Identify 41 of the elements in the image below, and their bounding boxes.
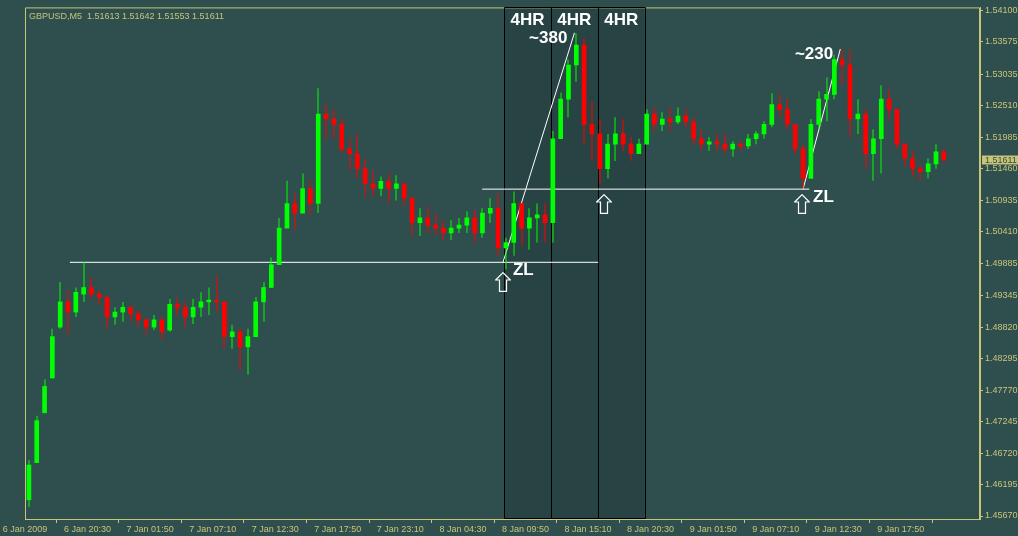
x-tick-label: 9 Jan 07:10 (752, 523, 800, 534)
y-tick-label: 1.53575 (985, 36, 1018, 47)
y-tick-label: 1.51460 (985, 163, 1018, 174)
annotation: ~380 (529, 27, 568, 47)
x-tick-label: 8 Jan 09:50 (501, 523, 549, 534)
y-tick-label: 1.54100 (985, 4, 1018, 15)
x-tick-label: 7 Jan 01:50 (126, 523, 174, 534)
y-tick-label: 1.46720 (985, 447, 1018, 458)
x-tick-label: 8 Jan 04:30 (439, 523, 487, 534)
y-tick-label: 1.51985 (985, 131, 1018, 142)
x-tick-label: 9 Jan 12:30 (814, 523, 862, 534)
y-tick-label: 1.52510 (985, 100, 1018, 111)
band-label: 4HR (557, 10, 592, 30)
x-tick-label: 6 Jan 20:30 (64, 523, 112, 534)
x-tick-label: 7 Jan 23:10 (376, 523, 424, 534)
x-tick-label: 8 Jan 20:30 (627, 523, 675, 534)
x-tick-label: 7 Jan 17:50 (314, 523, 362, 534)
band-label: 4HR (510, 10, 545, 30)
annotation: ZL (813, 186, 834, 206)
y-tick-label: 1.49885 (985, 257, 1018, 268)
y-tick-label: 1.49345 (985, 290, 1018, 301)
y-tick-label: 1.47245 (985, 416, 1018, 427)
y-tick-label: 1.46195 (985, 479, 1018, 489)
x-tick-label: 7 Jan 12:30 (251, 523, 299, 534)
annotation: ZL (512, 259, 534, 279)
x-tick-label: 8 Jan 15:10 (564, 523, 612, 534)
y-tick-label: 1.53035 (985, 68, 1018, 79)
y-tick-label: 1.45670 (985, 510, 1018, 521)
x-tick-label: 6 Jan 2009 (2, 523, 48, 534)
x-tick-label: 7 Jan 07:10 (189, 523, 237, 534)
x-tick-label: 9 Jan 17:50 (877, 523, 925, 534)
y-tick-label: 1.47770 (985, 384, 1018, 395)
band-label: 4HR (604, 10, 639, 30)
y-tick-label: 1.50935 (985, 194, 1018, 205)
text: 1.51611 (985, 154, 1017, 165)
y-tick-label: 1.50410 (985, 226, 1018, 237)
text: GBPUSD,M5 1.51613 1.51642 1.51553 1.51611 (29, 11, 224, 22)
y-tick-label: 1.48820 (985, 321, 1018, 332)
annotation: ~230 (794, 44, 834, 64)
y-tick-label: 1.48295 (985, 353, 1018, 364)
x-tick-label: 9 Jan 01:50 (689, 523, 737, 534)
